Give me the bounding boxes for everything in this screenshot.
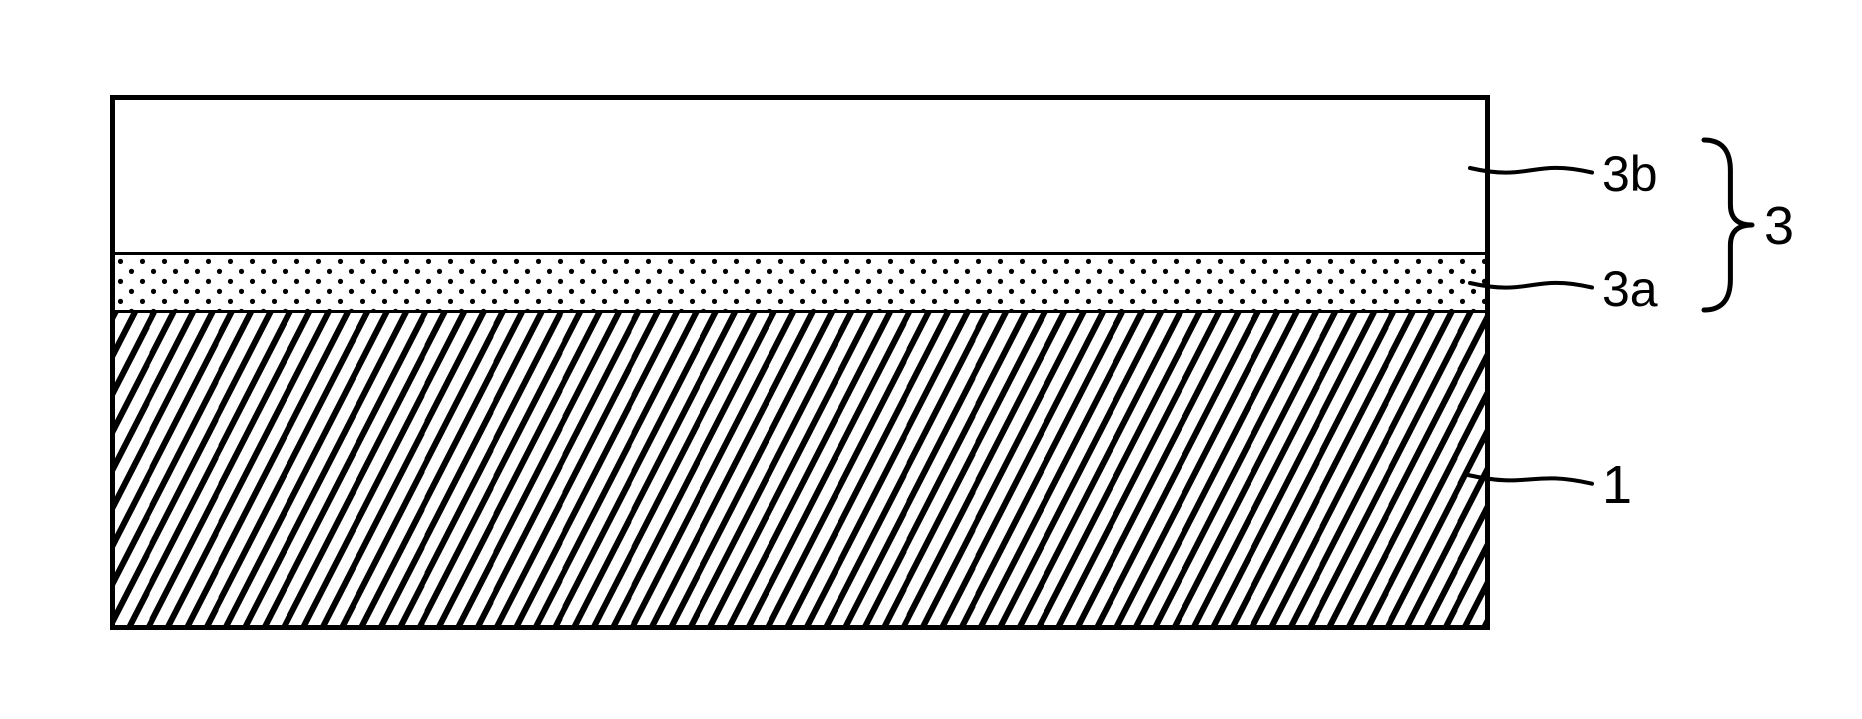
diagram-stage: 3b 3a 3 1	[0, 0, 1862, 719]
layer-top	[110, 95, 1490, 255]
label-3b: 3b	[1602, 145, 1658, 203]
leader-3a	[1460, 263, 1602, 308]
label-3a: 3a	[1602, 260, 1658, 318]
layer-bottom	[110, 310, 1490, 630]
label-1: 1	[1602, 454, 1632, 516]
leader-3b	[1460, 148, 1602, 193]
brace-group-3	[1700, 134, 1760, 316]
leader-1	[1458, 455, 1602, 504]
label-3: 3	[1764, 195, 1794, 257]
layer-middle	[110, 255, 1490, 310]
